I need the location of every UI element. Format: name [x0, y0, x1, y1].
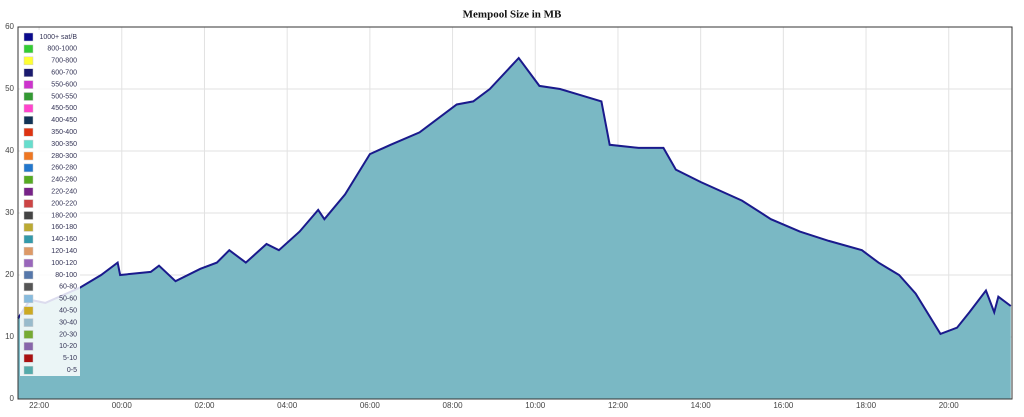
legend-swatch	[23, 294, 34, 304]
x-tick-label: 18:00	[856, 401, 877, 410]
legend-label: 120-140	[51, 248, 77, 255]
legend-label: 50-60	[59, 296, 77, 303]
legend-swatch	[23, 56, 34, 66]
plot-border	[17, 26, 1013, 400]
legend-swatch	[23, 330, 34, 339]
legend-label: 500-550	[51, 93, 77, 100]
legend-swatch	[23, 211, 34, 220]
legend-swatch	[23, 175, 34, 185]
legend-label: 700-800	[51, 58, 77, 65]
legend-label: 5-10	[63, 355, 77, 362]
legend-swatch	[23, 270, 34, 280]
legend-swatch	[23, 318, 34, 327]
y-tick-label: 0	[10, 394, 15, 403]
legend-label: 450-500	[51, 105, 77, 112]
legend-label: 200-220	[51, 200, 77, 207]
legend-label: 40-50	[59, 308, 77, 315]
x-tick-label: 16:00	[773, 401, 794, 410]
x-tick-label: 02:00	[194, 401, 215, 410]
legend-swatch	[23, 235, 34, 244]
legend-swatch	[23, 187, 34, 196]
y-tick-label: 20	[5, 270, 14, 279]
x-tick-label: 06:00	[360, 401, 381, 410]
legend-swatch	[23, 223, 34, 232]
legend: 1000+ sat/B 800-1000 700-800 600-700 550-600…	[20, 30, 80, 376]
legend-swatch	[23, 44, 34, 54]
legend-label: 240-260	[51, 177, 77, 184]
legend-swatch	[23, 163, 34, 173]
legend-label: 60-80	[59, 284, 77, 291]
legend-swatch	[23, 80, 34, 89]
legend-swatch	[23, 365, 34, 375]
legend-swatch	[23, 116, 34, 125]
legend-swatch	[23, 306, 34, 315]
legend-label: 800-1000	[47, 46, 77, 53]
legend-label: 280-300	[51, 153, 77, 160]
legend-swatch	[23, 32, 34, 42]
legend-swatch	[23, 354, 34, 363]
line	[17, 56, 1012, 336]
x-tick-label: 00:00	[112, 401, 133, 410]
legend-label: 80-100	[55, 272, 77, 279]
legend-swatch	[23, 68, 34, 77]
y-tick-label: 40	[5, 146, 14, 155]
legend-swatch	[23, 139, 34, 149]
legend-swatch	[23, 342, 34, 351]
legend-swatch	[23, 258, 34, 268]
legend-swatch	[23, 104, 34, 113]
legend-label: 260-280	[51, 165, 77, 172]
legend-swatch	[23, 199, 34, 208]
x-tick-label: 04:00	[277, 401, 298, 410]
legend-swatch	[23, 282, 34, 292]
legend-label: 0-5	[67, 367, 77, 374]
x-tick-label: 12:00	[608, 401, 629, 410]
x-tick-label: 14:00	[691, 401, 712, 410]
x-tick-label: 22:00	[29, 401, 50, 410]
legend-label: 1000+ sat/B	[39, 34, 77, 41]
chart-title: Mempool Size in MB	[463, 9, 562, 21]
y-tick-label: 10	[5, 332, 14, 341]
legend-label: 550-600	[51, 81, 77, 88]
legend-label: 300-350	[51, 141, 77, 148]
y-tick-label: 60	[5, 22, 14, 31]
legend-label: 400-450	[51, 117, 77, 124]
area	[18, 58, 1011, 399]
legend-label: 220-240	[51, 189, 77, 196]
legend-label: 160-180	[51, 224, 77, 231]
legend-label: 20-30	[59, 331, 77, 338]
legend-label: 30-40	[59, 319, 77, 326]
legend-label: 10-20	[59, 343, 77, 350]
y-tick-label: 50	[5, 84, 14, 93]
x-tick-label: 10:00	[525, 401, 546, 410]
legend-swatch	[23, 246, 34, 256]
legend-label: 140-160	[51, 236, 77, 243]
legend-swatch	[23, 127, 34, 137]
legend-label: 350-400	[51, 129, 77, 136]
legend-swatch	[23, 92, 34, 101]
x-tick-label: 08:00	[443, 401, 464, 410]
legend-label: 100-120	[51, 260, 77, 267]
legend-label: 180-200	[51, 212, 77, 219]
y-tick-label: 30	[5, 208, 14, 217]
x-tick-label: 20:00	[939, 401, 960, 410]
legend-label: 600-700	[51, 70, 77, 77]
legend-swatch	[23, 151, 34, 161]
